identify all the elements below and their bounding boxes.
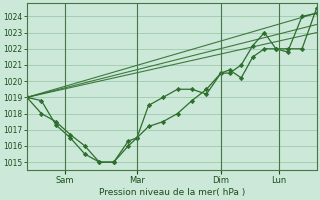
X-axis label: Pression niveau de la mer( hPa ): Pression niveau de la mer( hPa ): [99, 188, 245, 197]
